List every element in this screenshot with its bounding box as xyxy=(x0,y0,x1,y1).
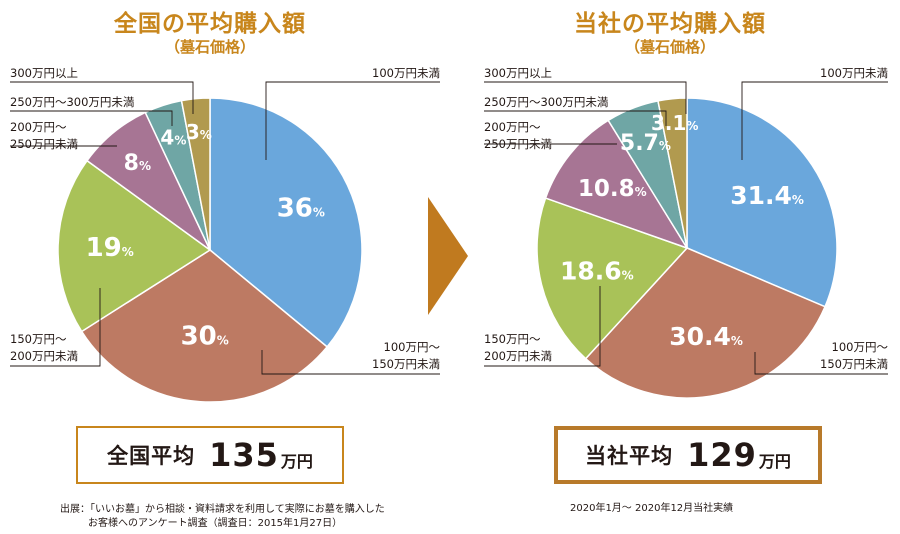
leader-line xyxy=(754,352,888,375)
arrow-right-icon xyxy=(428,197,468,315)
slice-value-label: 10.8% xyxy=(578,176,647,202)
source-note-line: 出展：「いいお墓」から相談・資料請求を利用して実際にお墓を購入した xyxy=(60,504,385,515)
average-value: 129 xyxy=(687,436,757,474)
slice-value-label: 3.1% xyxy=(651,111,698,135)
chart-subtitle: （墓石価格） xyxy=(624,38,715,56)
pie-chart-national: 36% 30% 19% 8% 4% 3% 100万円未満 100万円〜 150万円未満 150万円… xyxy=(10,66,440,403)
slice-value-label: 19% xyxy=(86,233,134,263)
slice-value-label: 3% xyxy=(186,120,212,144)
slice-value-label: 4% xyxy=(160,125,186,149)
category-label: 150万円〜 200万円未満 xyxy=(10,332,78,363)
pie-slice xyxy=(80,249,329,403)
slice-value-label: 31.4% xyxy=(730,181,804,210)
pie-slice xyxy=(180,97,211,251)
source-note-line: お客様へのアンケート調査（調査日：2015年1月27日） xyxy=(88,518,343,529)
pie-slice xyxy=(657,97,688,249)
pie-chart-company: 31.4% 30.4% 18.6% 10.8% 5.7%3.1% 100万円未満 100万円… xyxy=(484,66,888,399)
chart-panel-national: 全国の平均購入額 （墓石価格） 36% 30% 19% 8% 4% 3% 100万円未満 10… xyxy=(10,11,440,531)
leader-line xyxy=(10,81,194,114)
slice-value-label: 18.6% xyxy=(560,257,634,286)
average-unit: 万円 xyxy=(758,452,791,471)
category-label: 300万円以上 xyxy=(484,66,552,80)
category-label: 100万円未満 xyxy=(372,66,440,80)
category-label: 100万円〜 150万円未満 xyxy=(820,340,888,371)
slice-value-label: 5.7% xyxy=(620,131,671,156)
leader-line xyxy=(10,288,101,367)
category-label: 100万円未満 xyxy=(820,66,888,80)
leader-line xyxy=(484,81,687,114)
chart-subtitle: （墓石価格） xyxy=(164,38,255,56)
category-label: 200万円〜 250万円未満 xyxy=(484,120,552,151)
source-note-line: 2020年1月〜 2020年12月当社実績 xyxy=(570,503,734,514)
slice-value-label: 30.4% xyxy=(669,322,743,351)
pie-slice xyxy=(686,97,838,308)
category-label: 200万円〜 250万円未満 xyxy=(10,120,78,151)
pie-slice xyxy=(209,97,363,348)
source-note: 出展：「いいお墓」から相談・資料請求を利用して実際にお墓を購入した お客様へのア… xyxy=(60,503,385,531)
average-label: 当社平均 xyxy=(585,444,674,468)
chart-title: 当社の平均購入額 xyxy=(574,11,766,37)
category-label: 250万円〜300万円未満 xyxy=(484,95,608,109)
category-label: 100万円〜 150万円未満 xyxy=(372,340,440,371)
leader-line xyxy=(484,110,667,126)
slice-value-label: 8% xyxy=(124,151,151,176)
average-box-company: 当社平均 129 万円 xyxy=(554,426,822,484)
arrow-shape xyxy=(428,197,468,315)
leader-line xyxy=(10,110,173,126)
source-note: 2020年1月〜 2020年12月当社実績 xyxy=(570,502,733,516)
average-box-national: 全国平均 135 万円 xyxy=(76,426,344,484)
pie-slice xyxy=(536,197,689,360)
leader-line xyxy=(484,286,601,367)
chart-title: 全国の平均購入額 xyxy=(114,11,306,37)
leader-line xyxy=(741,81,888,160)
leader-line xyxy=(265,81,440,160)
chart-panel-company: 当社の平均購入額 （墓石価格） 31.4% 30.4% 18.6% 10.8% 5.7%… xyxy=(450,0,900,534)
pie-slice xyxy=(544,119,689,250)
slice-value-label: 36% xyxy=(277,194,325,224)
slice-value-label: 30% xyxy=(181,321,229,351)
leader-line xyxy=(261,350,440,375)
average-unit: 万円 xyxy=(280,452,313,471)
average-value: 135 xyxy=(209,436,279,474)
pie-slice xyxy=(57,159,212,333)
category-label: 250万円〜300万円未満 xyxy=(10,95,134,109)
category-label: 150万円〜 200万円未満 xyxy=(484,332,552,363)
pie-slice xyxy=(584,247,827,399)
average-label: 全国平均 xyxy=(107,444,196,468)
category-label: 300万円以上 xyxy=(10,66,78,80)
